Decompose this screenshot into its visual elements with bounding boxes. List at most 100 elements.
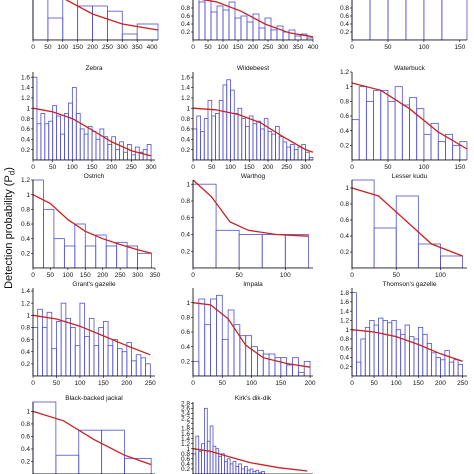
histogram-bar — [246, 469, 251, 474]
histogram-bar — [401, 104, 410, 160]
histogram-bar — [261, 234, 286, 268]
x-tick-label: 200 — [263, 164, 274, 171]
histogram-bar — [204, 0, 212, 40]
y-tick-label: 2.6 — [181, 406, 190, 413]
histogram-bar — [409, 97, 418, 160]
histogram-bar — [351, 0, 371, 40]
y-tick-label: 0.4 — [181, 21, 190, 28]
histogram-bar — [222, 84, 228, 160]
histogram-bar — [417, 326, 424, 376]
x-tick-label: 150 — [275, 380, 286, 387]
bars — [32, 0, 159, 40]
histogram-bar — [196, 115, 201, 160]
histogram-bar — [107, 345, 114, 376]
histogram-bar — [102, 320, 109, 376]
histogram-bar — [55, 454, 80, 474]
y-tick-label: 0.4 — [181, 461, 190, 468]
x-tick-label: 150 — [72, 44, 83, 51]
x-tick-label: 350 — [132, 44, 143, 51]
histogram-bar — [284, 234, 309, 268]
histogram-bar — [245, 335, 252, 376]
histogram-bar — [32, 0, 49, 40]
histogram-bar — [216, 5, 224, 40]
histogram-bar — [270, 29, 278, 40]
y-tick-label: 1.6 — [21, 74, 30, 81]
histogram-bar — [293, 149, 299, 160]
histogram-bar — [195, 435, 200, 474]
histogram-bar — [200, 131, 205, 160]
histogram-bar — [267, 131, 273, 160]
histogram-bar — [423, 0, 443, 40]
histogram-bar — [123, 151, 128, 160]
y-tick-label: 0.8 — [181, 198, 190, 205]
histogram-bar — [201, 443, 205, 474]
bars — [192, 294, 311, 376]
y-tick-label: 0.2 — [181, 248, 190, 255]
histogram-bar — [290, 144, 295, 160]
bars — [351, 292, 463, 376]
histogram-bar — [453, 359, 459, 376]
x-tick-label: 250 — [115, 272, 126, 279]
histogram-bar — [373, 227, 397, 268]
y-tick-label: 0.2 — [21, 147, 30, 154]
x-tick-label: 150 — [413, 380, 424, 387]
y-tick-label: 1.4 — [181, 85, 190, 92]
histogram-bar — [244, 466, 248, 474]
histogram-bar — [268, 353, 276, 376]
panel-2: 0.20.40.60.8 0 50 100 150 200 250 300 350 400 — [181, 0, 319, 51]
histogram-bar — [64, 113, 69, 160]
y-tick-label: 1 — [26, 192, 30, 199]
x-tick-label: 250 — [281, 164, 292, 171]
histogram-bar — [387, 100, 396, 160]
histogram-bar — [294, 35, 302, 40]
histogram-bar — [210, 298, 217, 376]
histogram-bar — [136, 23, 159, 40]
y-tick-label: 0.4 — [21, 349, 30, 356]
histogram-bar — [391, 320, 397, 376]
y-tick-label: 0.4 — [21, 236, 30, 243]
histogram-bar — [32, 76, 38, 160]
y-tick-label: 0.6 — [181, 126, 190, 133]
y-tick-label: 2.8 — [181, 400, 190, 407]
histogram-bar — [395, 195, 419, 268]
histogram-bar — [215, 229, 240, 268]
histogram-bar — [282, 31, 290, 40]
panel-title: Black-backed jackal — [65, 395, 123, 402]
histogram-bar — [192, 0, 200, 40]
y-tick-label: 0.4 — [340, 233, 349, 240]
y-tick-label: 1 — [26, 105, 30, 112]
x-tick-label: 200 — [106, 164, 117, 171]
histogram-bar — [52, 105, 58, 160]
y-tick-label: 1.4 — [181, 436, 190, 443]
histogram-bar — [84, 336, 90, 376]
y-tick-label: 0.8 — [181, 116, 190, 123]
histogram-bar — [70, 327, 76, 376]
histogram-bar — [303, 360, 311, 376]
x-tick-label: 300 — [132, 272, 143, 279]
histogram-bar — [83, 133, 89, 160]
panel-1: 0 50 100 150 200 250 300 350 400 — [31, 0, 159, 51]
histogram-bar — [192, 360, 200, 376]
y-tick-label: 0.6 — [181, 456, 190, 463]
y-tick-label: 0.6 — [181, 13, 190, 20]
y-tick-label: 1 — [345, 185, 349, 192]
histogram-bar — [387, 0, 407, 40]
panel-title: Waterbuck — [394, 65, 426, 72]
x-tick-label: 100 — [57, 44, 68, 51]
histogram-bar — [212, 445, 217, 474]
histogram-bar — [369, 0, 389, 40]
histogram-bar — [275, 125, 280, 160]
histogram-bar — [140, 357, 147, 376]
histogram-bar — [216, 294, 223, 376]
y-tick-label: 1.2 — [340, 318, 349, 325]
x-tick-label: 200 — [248, 44, 259, 51]
histogram-bar — [440, 359, 446, 376]
y-tick-label: 0.2 — [21, 361, 30, 368]
y-tick-label: 0.6 — [21, 126, 30, 133]
histogram-bar — [440, 255, 463, 268]
histogram-bar — [37, 308, 43, 376]
histogram-bar — [232, 460, 237, 474]
x-tick-label: 50 — [370, 380, 378, 387]
histogram-bar — [56, 320, 62, 376]
